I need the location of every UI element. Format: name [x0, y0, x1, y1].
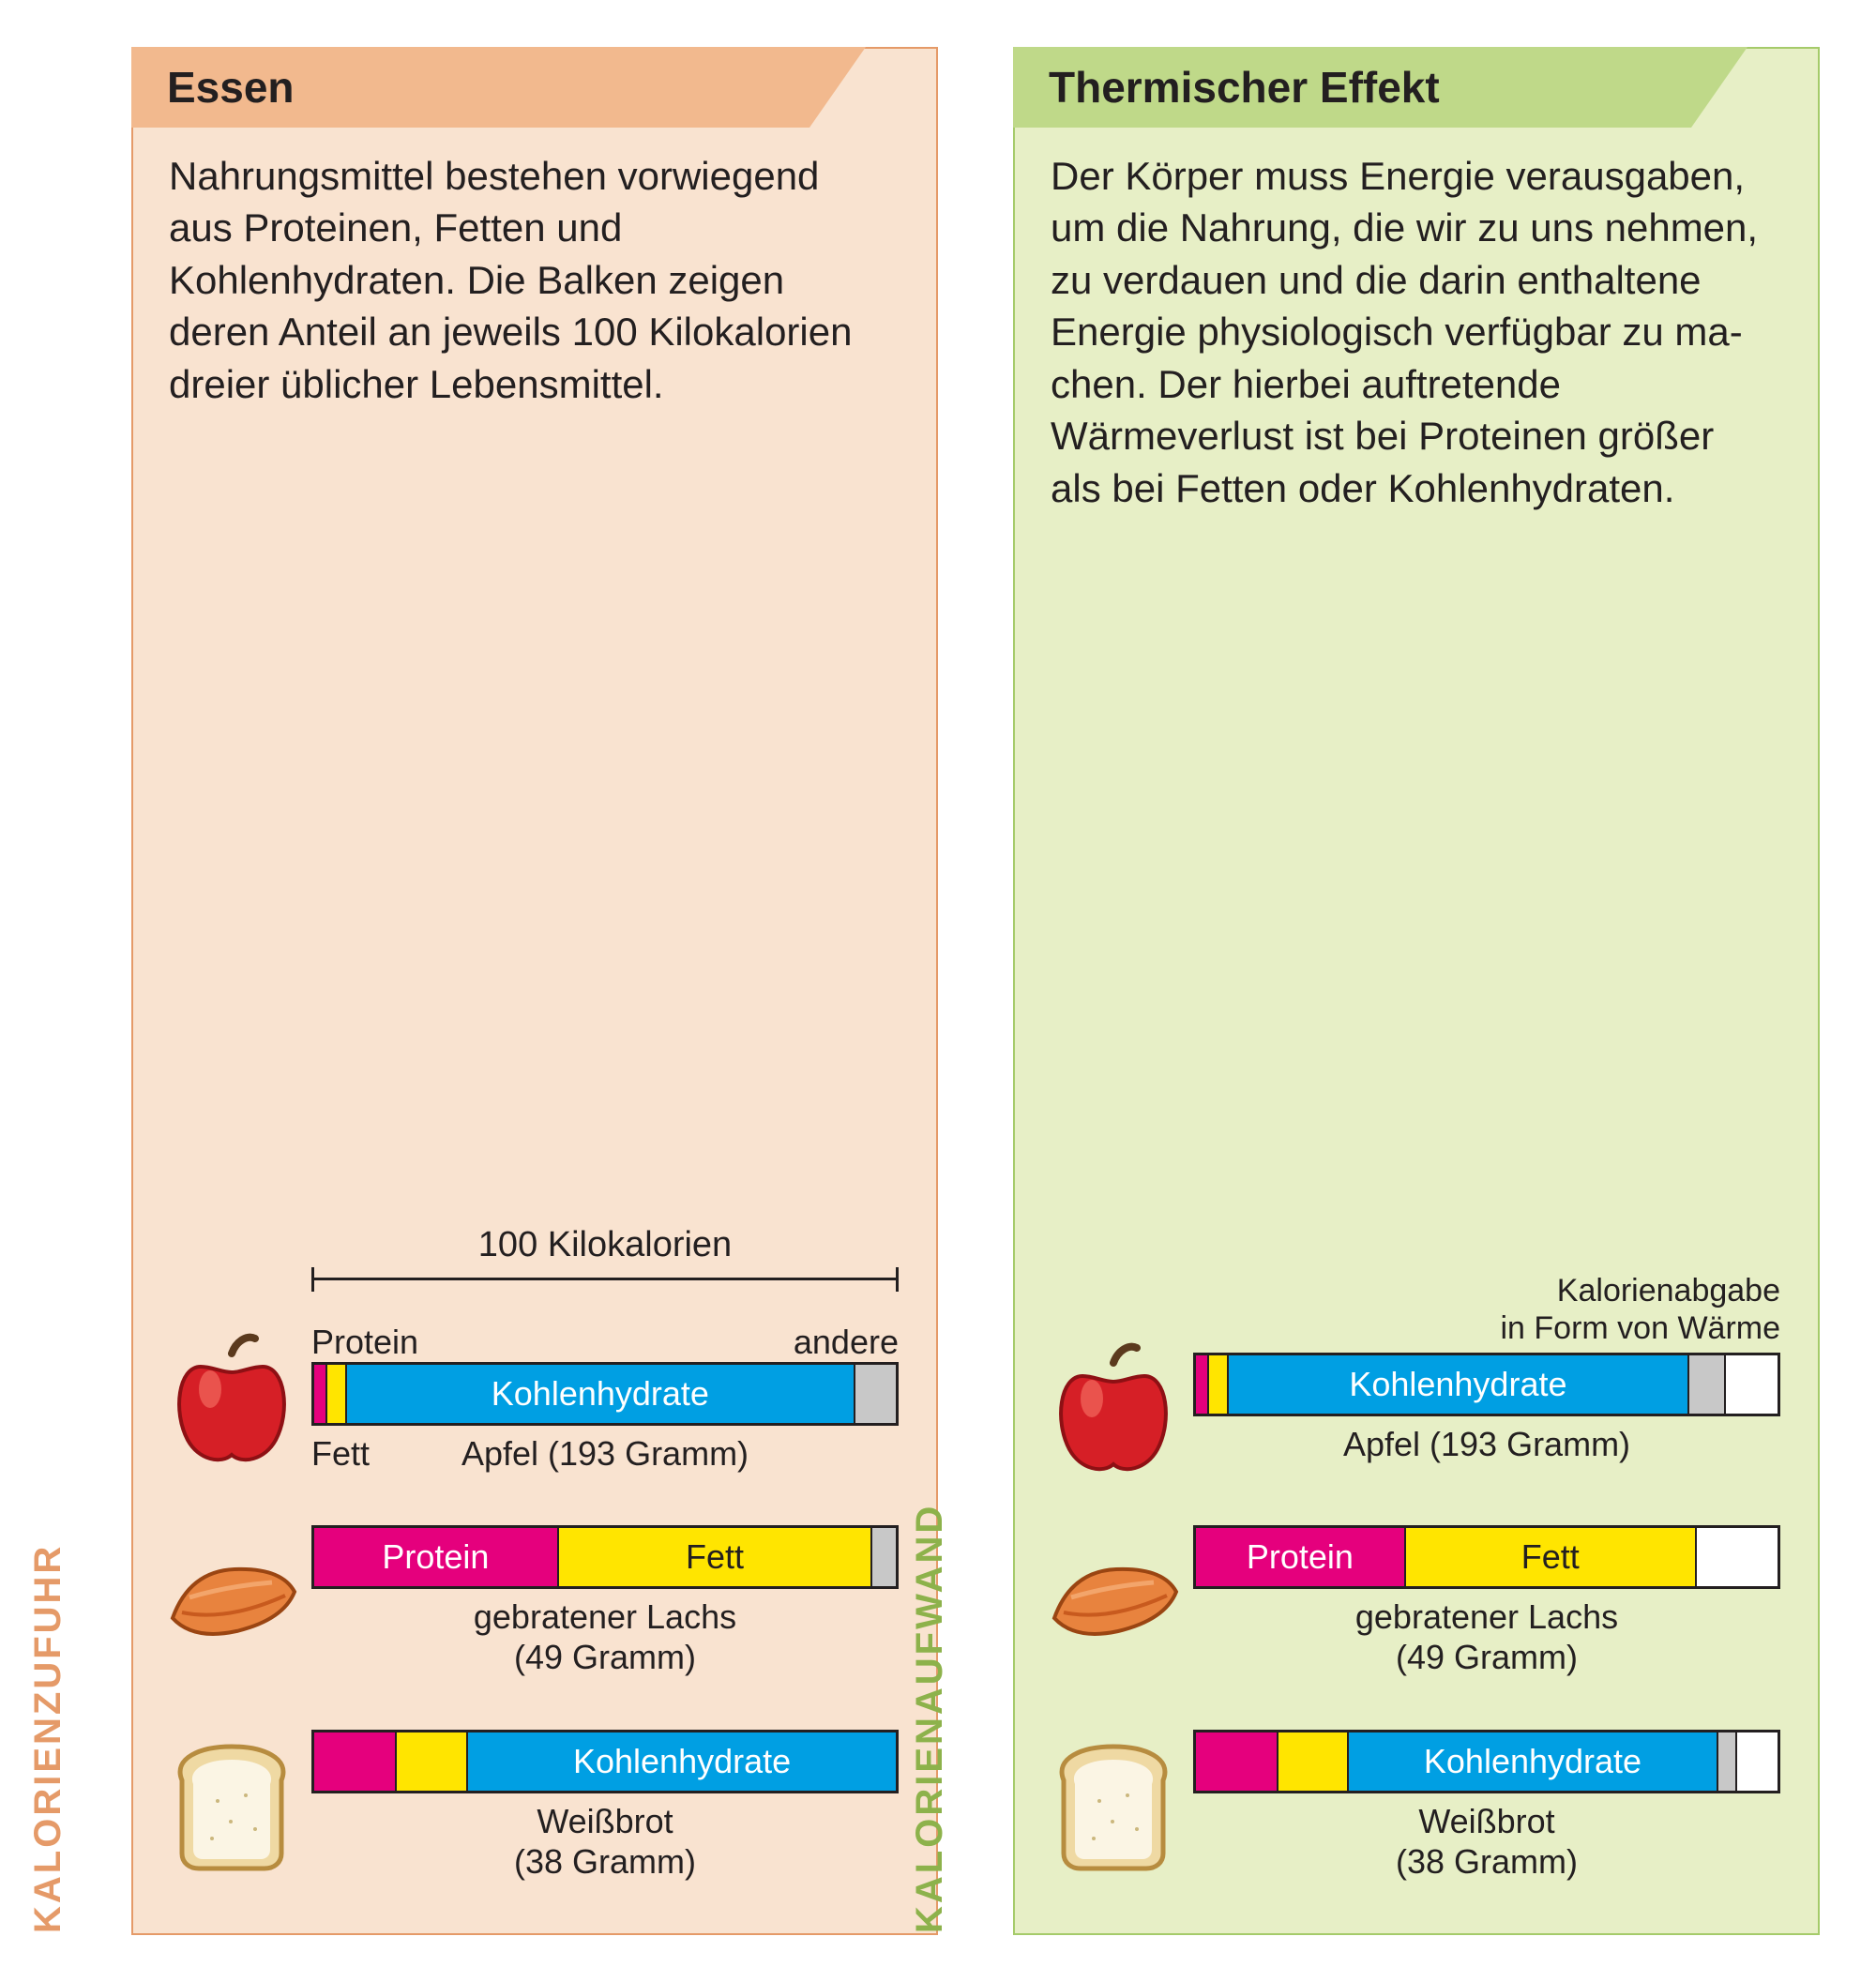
label-protein: Protein [311, 1323, 418, 1362]
segment-protein [314, 1365, 327, 1423]
side-label-right: KALORIENAUFWAND [909, 1504, 951, 1933]
food-row-apple-r: Kalorienabgabe in Form von Wärme Kohlenh… [1034, 1342, 1780, 1474]
segment-heat [1697, 1528, 1778, 1586]
segment-fat [327, 1365, 346, 1423]
bread-icon [1034, 1735, 1193, 1876]
salmon-icon [152, 1554, 311, 1648]
segment-carbs: Kohlenhydrate [1349, 1732, 1718, 1791]
segment-fat [397, 1732, 468, 1791]
caption-salmon-l2: (49 Gramm) [514, 1638, 696, 1676]
bar-bread-right: Kohlenhydrate [1193, 1730, 1780, 1793]
caption-bread-l2: (38 Gramm) [514, 1842, 696, 1881]
segment-fat: Fett [559, 1528, 873, 1586]
segment-fat [1209, 1355, 1228, 1414]
infographic-page: KALORIENZUFUHR Essen Nahrungsmittel best… [0, 0, 1876, 1982]
heat-label: Kalorienabgabe in Form von Wärme [1501, 1273, 1781, 1352]
bar-salmon-left: ProteinFett [311, 1525, 899, 1589]
caption-bread-r-l2: (38 Gramm) [1396, 1842, 1578, 1881]
segment-protein: Protein [1196, 1528, 1406, 1586]
caption-salmon-r-l2: (49 Gramm) [1396, 1638, 1578, 1676]
segment-other [855, 1365, 896, 1423]
food-row-salmon-r: ProteinFett gebratener Lachs (49 Gramm) [1034, 1525, 1780, 1677]
panel-thermischer-effekt: KALORIENAUFWAND Thermischer Effekt Der K… [1013, 47, 1820, 1935]
label-fett: Fett [311, 1433, 370, 1474]
caption-salmon-r-l1: gebratener Lachs [1355, 1597, 1618, 1636]
caption-salmon-l1: gebratener Lachs [474, 1597, 736, 1636]
segment-heat [1726, 1355, 1778, 1414]
bar-salmon-right: ProteinFett [1193, 1525, 1780, 1589]
salmon-icon [1034, 1554, 1193, 1648]
segment-protein [1196, 1355, 1209, 1414]
segment-protein: Protein [314, 1528, 559, 1586]
panel-title-essen: Essen [131, 47, 809, 128]
bar-apple-left: Kohlenhydrate [311, 1362, 899, 1426]
charts-left: 100 Kilokalorien [133, 1224, 936, 1933]
bread-icon [152, 1735, 311, 1876]
column-labels: Protein andere [311, 1323, 899, 1362]
segment-protein [314, 1732, 397, 1791]
bar-bread-left: Kohlenhydrate [311, 1730, 899, 1793]
caption-apple: Apfel (193 Gramm) [461, 1434, 749, 1473]
caption-bread-l1: Weißbrot [537, 1802, 673, 1840]
panels-container: KALORIENZUFUHR Essen Nahrungsmittel best… [131, 47, 1820, 1935]
apple-icon [1034, 1342, 1193, 1474]
segment-other [1718, 1732, 1737, 1791]
scale-label: 100 Kilokalorien [311, 1225, 899, 1265]
food-row-bread-r: Kohlenhydrate Weißbrot (38 Gramm) [1034, 1730, 1780, 1882]
segment-fat [1278, 1732, 1349, 1791]
panel-desc-essen: Nahrungsmittel bestehen vor­wiegend aus … [133, 128, 936, 419]
segment-other [872, 1528, 896, 1586]
segment-carbs: Kohlenhydrate [1229, 1355, 1690, 1414]
label-andere: andere [794, 1323, 899, 1362]
segment-fat: Fett [1406, 1528, 1697, 1586]
segment-other [1689, 1355, 1726, 1414]
side-label-left: KALORIENZUFUHR [27, 1544, 69, 1933]
apple-icon [152, 1333, 311, 1464]
segment-carbs: Kohlenhydrate [468, 1732, 896, 1791]
panel-desc-thermischer: Der Körper muss Energie veraus­gaben, um… [1015, 128, 1818, 523]
food-row-salmon: ProteinFett gebratener Lachs (49 Gramm) [152, 1525, 899, 1677]
scale-row: 100 Kilokalorien [152, 1224, 899, 1299]
segment-heat [1737, 1732, 1778, 1791]
food-row-bread: Kohlenhydrate Weißbrot (38 Gramm) [152, 1730, 899, 1882]
segment-carbs: Kohlenhydrate [347, 1365, 855, 1423]
caption-bread-r-l1: Weißbrot [1418, 1802, 1554, 1840]
food-row-apple: Protein andere Kohlenhydrate Fett Apfel … [152, 1323, 899, 1474]
panel-essen: KALORIENZUFUHR Essen Nahrungsmittel best… [131, 47, 938, 1935]
caption-apple-r: Apfel (193 Gramm) [1343, 1425, 1630, 1463]
bar-apple-right: Kohlenhydrate [1193, 1353, 1780, 1416]
charts-right: Kalorienabgabe in Form von Wärme Kohlenh… [1015, 1305, 1818, 1933]
segment-protein [1196, 1732, 1278, 1791]
panel-title-thermischer: Thermischer Effekt [1013, 47, 1691, 128]
